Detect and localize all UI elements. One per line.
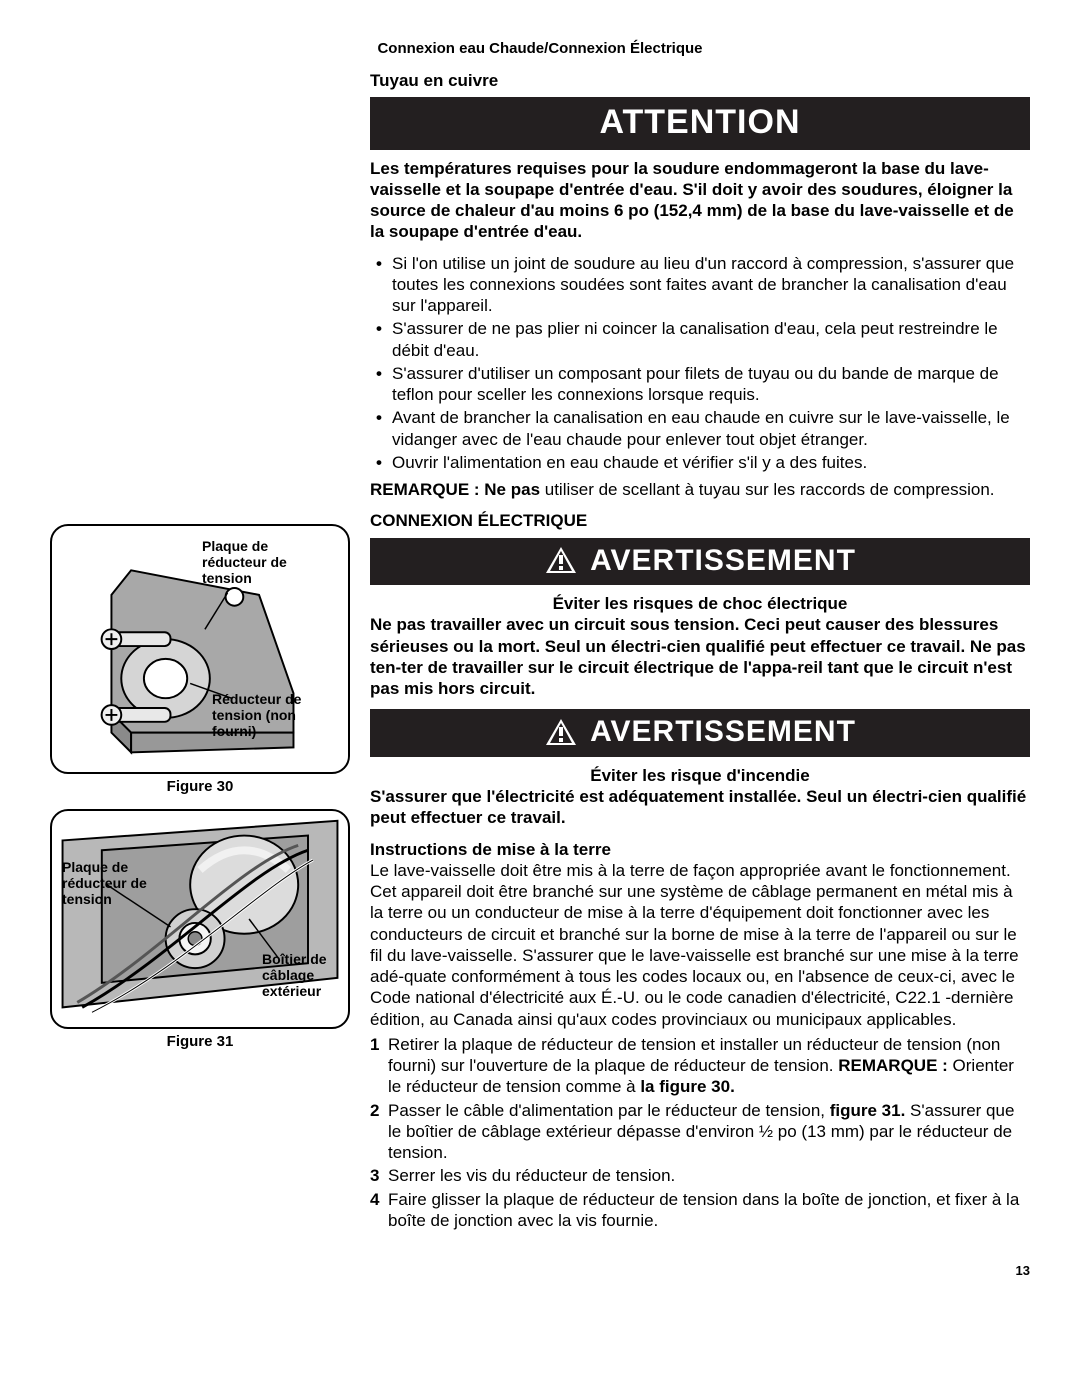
step-body: Serrer les vis du réducteur de tension. (388, 1165, 675, 1186)
warning-banner-1: AVERTISSEMENT (370, 538, 1030, 586)
warning-triangle-icon (544, 717, 578, 747)
bullet-item: Avant de brancher la canalisation en eau… (376, 407, 1030, 450)
warning-1-title: Éviter les risques de choc électrique (370, 593, 1030, 614)
warning-1-text: AVERTISSEMENT (590, 542, 856, 580)
bullet-item: Ouvrir l'alimentation en eau chaude et v… (376, 452, 1030, 473)
bullet-item: S'assurer de ne pas plier ni coincer la … (376, 318, 1030, 361)
step-1: 1 Retirer la plaque de réducteur de tens… (370, 1034, 1030, 1098)
figure-30-label-relief: Réducteur de tension (non fourni) (212, 691, 332, 739)
warning-1-body: Éviter les risques de choc électrique Ne… (370, 593, 1030, 699)
grounding-title: Instructions de mise à la terre (370, 839, 1030, 860)
step-bold: la figure 30. (640, 1077, 734, 1096)
warning-2-body: Éviter les risque d'incendie S'assurer q… (370, 765, 1030, 829)
page-number: 13 (50, 1263, 1030, 1279)
bullet-item: Si l'on utilise un joint de soudure au l… (376, 253, 1030, 317)
two-column-layout: Plaque de réducteur de tension Réducteur… (50, 64, 1030, 1233)
step-4: 4 Faire glisser la plaque de réducteur d… (370, 1189, 1030, 1232)
remarque-body: utiliser de scellant à tuyau sur les rac… (540, 480, 994, 499)
attention-banner: ATTENTION (370, 97, 1030, 150)
step-number: 2 (370, 1100, 388, 1164)
figure-30-box: Plaque de réducteur de tension Réducteur… (50, 524, 350, 774)
left-column: Plaque de réducteur de tension Réducteur… (50, 64, 350, 1233)
copper-pipe-heading: Tuyau en cuivre (370, 70, 1030, 91)
step-bold: figure 31. (830, 1101, 906, 1120)
numbered-steps: 1 Retirer la plaque de réducteur de tens… (370, 1034, 1030, 1231)
warning-2-title: Éviter les risque d'incendie (370, 765, 1030, 786)
warning-2-paragraph: S'assurer que l'électricité est adéquate… (370, 787, 1026, 827)
step-body: Passer le câble d'alimentation par le ré… (388, 1100, 1030, 1164)
warning-2-text: AVERTISSEMENT (590, 713, 856, 751)
figure-31-label-plate: Plaque de réducteur de tension (62, 859, 152, 907)
figure-31-box: Plaque de réducteur de tension Boîtier d… (50, 809, 350, 1029)
step-number: 1 (370, 1034, 388, 1098)
warning-1-paragraph: Ne pas travailler avec un circuit sous t… (370, 615, 1026, 698)
electrical-section-heading: CONNEXION ÉLECTRIQUE (370, 510, 1030, 531)
figure-31-caption: Figure 31 (50, 1033, 350, 1052)
step-3: 3 Serrer les vis du réducteur de tension… (370, 1165, 1030, 1186)
figure-30-label-plate: Plaque de réducteur de tension (202, 538, 322, 586)
grounding-body: Le lave-vaisselle doit être mis à la ter… (370, 860, 1030, 1030)
step-2: 2 Passer le câble d'alimentation par le … (370, 1100, 1030, 1164)
attention-text: ATTENTION (599, 101, 800, 144)
right-column: Tuyau en cuivre ATTENTION Les températur… (370, 64, 1030, 1233)
page-header: Connexion eau Chaude/Connexion Électriqu… (50, 40, 1030, 59)
copper-bullet-list: Si l'on utilise un joint de soudure au l… (370, 253, 1030, 474)
figure-31-label-box: Boîtier de câblage extérieur (262, 951, 347, 999)
warning-banner-2: AVERTISSEMENT (370, 709, 1030, 757)
step-body: Retirer la plaque de réducteur de tensio… (388, 1034, 1030, 1098)
remarque-label: REMARQUE : Ne pas (370, 480, 540, 499)
grounding-section: Instructions de mise à la terre Le lave-… (370, 839, 1030, 1030)
step-number: 4 (370, 1189, 388, 1232)
bullet-item: S'assurer d'utiliser un composant pour f… (376, 363, 1030, 406)
step-text: Passer le câble d'alimentation par le ré… (388, 1101, 830, 1120)
remarque-line: REMARQUE : Ne pas utiliser de scellant à… (370, 479, 1030, 500)
figure-30-caption: Figure 30 (50, 778, 350, 797)
warning-triangle-icon (544, 545, 578, 575)
step-bold: REMARQUE : (838, 1056, 948, 1075)
attention-body: Les températures requises pour la soudur… (370, 158, 1030, 243)
step-body: Faire glisser la plaque de réducteur de … (388, 1189, 1030, 1232)
step-number: 3 (370, 1165, 388, 1186)
